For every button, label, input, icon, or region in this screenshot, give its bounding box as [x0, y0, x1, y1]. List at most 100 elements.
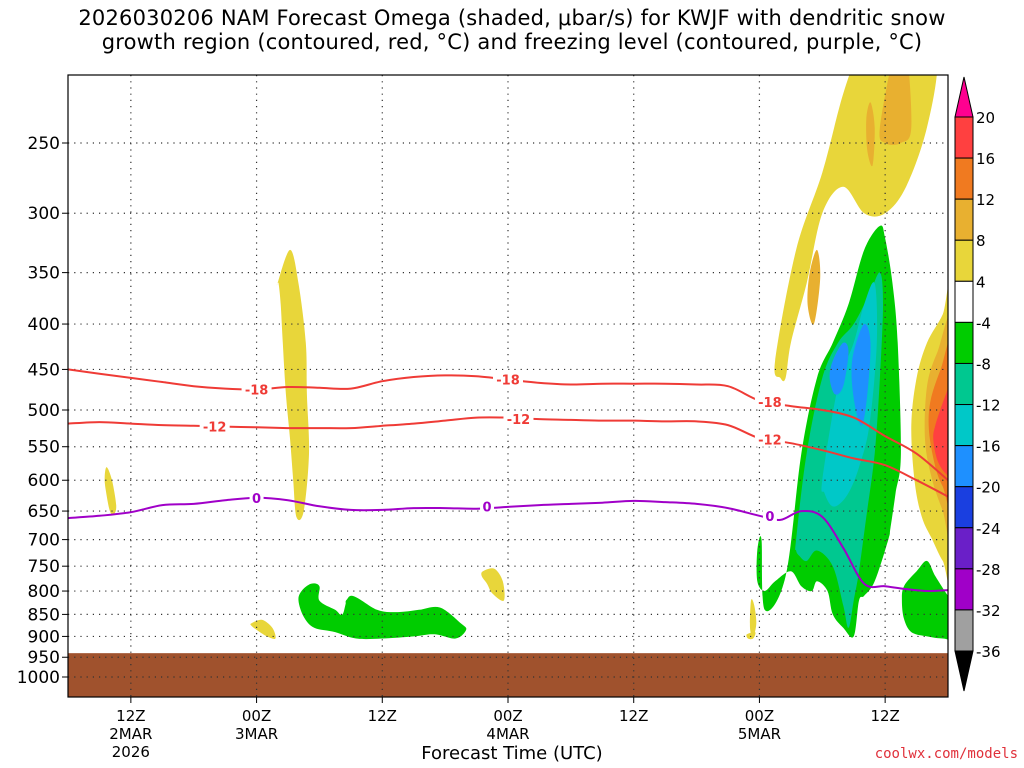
colorbar-segment [954, 362, 974, 406]
omega-region [104, 467, 117, 515]
contour-label-bg [241, 381, 272, 397]
y-tick-label: 850 [28, 605, 60, 625]
colorbar-segment [954, 321, 974, 364]
y-tick-label: 600 [28, 471, 60, 491]
colorbar-label: -36 [976, 643, 1001, 661]
colorbar-label: 8 [976, 232, 986, 250]
contour-label: 0 [252, 492, 261, 507]
x-tick-label: 5MAR [738, 725, 781, 743]
omega-region [774, 75, 937, 382]
ground-fill [68, 653, 948, 697]
omega-region [749, 599, 757, 637]
x-tick-label: 12Z [870, 707, 899, 725]
omega-region [829, 342, 849, 395]
omega-region [901, 560, 948, 640]
colorbar-segment [954, 445, 974, 488]
x-axis-title: Forecast Time (UTC) [421, 743, 603, 764]
colorbar-label: -24 [976, 520, 1001, 538]
colorbar-label: -16 [976, 438, 1001, 456]
y-tick-label: 950 [28, 648, 60, 668]
y-tick-label: 650 [28, 502, 60, 522]
colorbar-label: -20 [976, 479, 1001, 497]
x-tick-label: 12Z [619, 707, 648, 725]
colorbar: 20 16 12 8 4 -4 -8 -12 -16 -20 -24 -28 -32 -36 [954, 76, 1001, 692]
omega-region [851, 323, 871, 426]
colorbar-segment [954, 486, 974, 529]
x-tick-label: 2MAR [109, 725, 152, 743]
y-tick-label: 700 [28, 531, 60, 551]
colorbar-segment [954, 609, 974, 652]
chart-title-line-1: 2026030206 NAM Forecast Omega (shaded, μ… [78, 6, 946, 30]
y-tick-label: 400 [28, 315, 60, 335]
colorbar-label: 16 [976, 150, 995, 168]
y-tick-label: 500 [28, 401, 60, 421]
colorbar-bottom-arrow [954, 650, 974, 692]
y-tick-label: 900 [28, 627, 60, 647]
y-tick-label: 250 [28, 134, 60, 154]
omega-region [807, 249, 821, 325]
contour-label-bg [762, 507, 777, 523]
y-axis-ticks: 2503003504004505005506006507007508008509… [17, 134, 68, 688]
ground-layer [68, 653, 948, 697]
omega-region [298, 583, 467, 640]
x-tick-label: 3MAR [235, 725, 278, 743]
colorbar-label: -28 [976, 561, 1001, 579]
y-tick-label: 1000 [17, 668, 60, 688]
colorbar-top-arrow [954, 76, 974, 118]
colorbar-segment [954, 527, 974, 570]
y-tick-label: 450 [28, 360, 60, 380]
x-tick-label: 12Z [116, 707, 145, 725]
colorbar-label: 20 [976, 109, 995, 127]
colorbar-label: 12 [976, 191, 995, 209]
contour-label-bg [199, 418, 230, 434]
x-tick-label: 00Z [745, 707, 774, 725]
colorbar-segment [954, 568, 974, 611]
omega-shading [104, 75, 948, 640]
colorbar-label: -4 [976, 314, 991, 332]
contour-label: -12 [203, 421, 227, 436]
x-tick-label: 4MAR [486, 725, 529, 743]
y-tick-label: 800 [28, 582, 60, 602]
omega-region [933, 387, 948, 478]
credit-text: coolwx.com/models [874, 746, 1018, 762]
omega-region [879, 75, 912, 145]
contour-label-bg [754, 431, 785, 447]
contour-label: -18 [245, 383, 269, 398]
colorbar-segment [954, 239, 974, 282]
contour-label: -12 [507, 413, 531, 428]
contour-label: 0 [483, 500, 492, 515]
omega-region [345, 597, 358, 614]
contour-label-bg [249, 489, 264, 505]
x-tick-label: 2026 [112, 743, 150, 761]
colorbar-segment [954, 157, 974, 200]
omega-region [250, 619, 276, 640]
x-tick-label: 12Z [368, 707, 397, 725]
omega-region [866, 102, 875, 167]
y-tick-label: 350 [28, 264, 60, 284]
chart-title-line-2: growth region (contoured, red, °C) and f… [101, 30, 923, 54]
contour-label-bg [754, 394, 785, 410]
omega-region [481, 568, 505, 601]
colorbar-segment [954, 116, 974, 159]
colorbar-segment [954, 198, 974, 241]
colorbar-label: -32 [976, 602, 1001, 620]
y-tick-label: 300 [28, 204, 60, 224]
x-tick-label: 00Z [493, 707, 522, 725]
colorbar-segment [954, 280, 974, 323]
contour-label-bg [480, 498, 495, 514]
contour-label-bg [503, 411, 534, 427]
colorbar-label: 4 [976, 273, 986, 291]
contour-label: -18 [758, 396, 782, 411]
contour-label: -12 [758, 434, 782, 449]
omega-region [276, 249, 310, 521]
omega-region [746, 631, 756, 640]
colorbar-label: -8 [976, 355, 991, 373]
y-tick-label: 750 [28, 557, 60, 577]
colorbar-segment [954, 404, 974, 447]
x-tick-label: 00Z [242, 707, 271, 725]
contour-label: 0 [765, 510, 774, 525]
colorbar-label: -12 [976, 397, 1001, 415]
contour-label: -18 [496, 374, 520, 389]
